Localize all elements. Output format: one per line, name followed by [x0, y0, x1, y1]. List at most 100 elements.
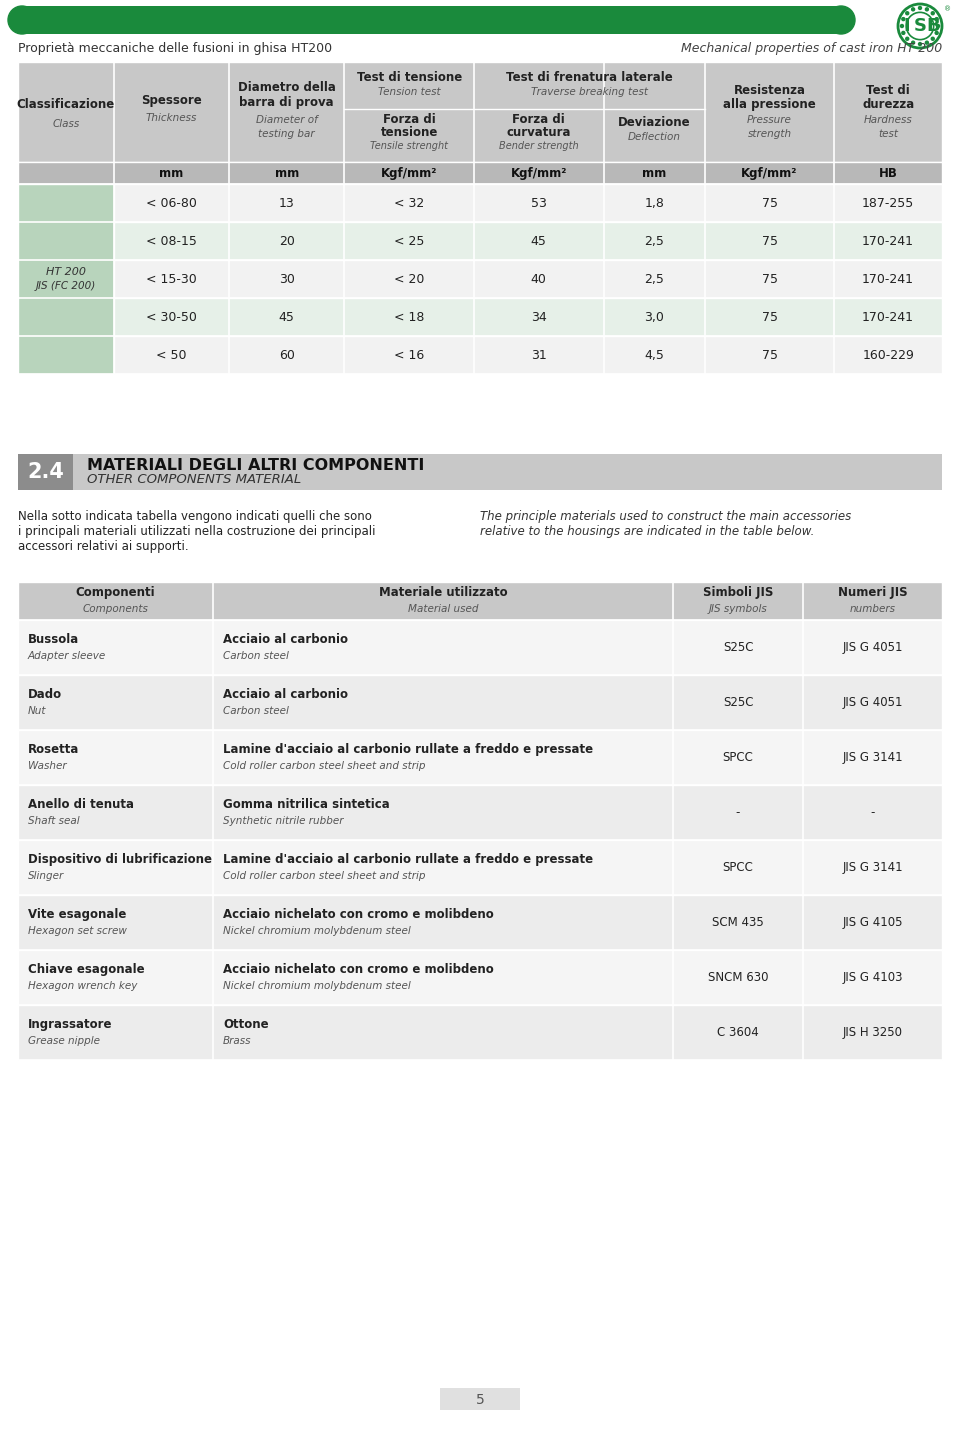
Text: Kgf/mm²: Kgf/mm²: [381, 167, 438, 180]
Bar: [18, 950, 942, 1005]
Text: Washer: Washer: [28, 760, 66, 770]
Text: barra di prova: barra di prova: [239, 96, 334, 109]
Text: 45: 45: [278, 310, 295, 323]
Text: JIS G 4051: JIS G 4051: [842, 642, 902, 654]
Bar: [18, 454, 73, 490]
Bar: [113, 336, 942, 374]
Text: testing bar: testing bar: [258, 129, 315, 139]
Text: mm: mm: [642, 167, 666, 180]
Text: Cold roller carbon steel sheet and strip: Cold roller carbon steel sheet and strip: [223, 760, 425, 770]
Text: 75: 75: [761, 273, 778, 286]
Text: < 20: < 20: [394, 273, 424, 286]
Text: Kgf/mm²: Kgf/mm²: [741, 167, 798, 180]
Text: Resistenza: Resistenza: [733, 83, 805, 97]
Text: 170-241: 170-241: [862, 273, 914, 286]
Text: Componenti: Componenti: [76, 586, 156, 599]
Text: 4,5: 4,5: [644, 349, 664, 362]
Text: Components: Components: [83, 603, 149, 613]
Text: S: S: [914, 17, 926, 34]
Text: Slinger: Slinger: [28, 870, 64, 880]
Circle shape: [901, 17, 905, 20]
Text: Material used: Material used: [408, 603, 478, 613]
Text: Thickness: Thickness: [146, 113, 197, 123]
Text: JIS H 3250: JIS H 3250: [843, 1026, 902, 1039]
Bar: [113, 260, 942, 299]
Bar: [18, 895, 942, 950]
Text: MATERIALI DEGLI ALTRI COMPONENTI: MATERIALI DEGLI ALTRI COMPONENTI: [87, 459, 424, 473]
Bar: [18, 582, 942, 620]
Text: JIS (FC 200): JIS (FC 200): [36, 282, 96, 292]
Text: 75: 75: [761, 234, 778, 247]
Circle shape: [8, 6, 36, 34]
Text: Kgf/mm²: Kgf/mm²: [511, 167, 567, 180]
Bar: [18, 221, 942, 260]
Text: mm: mm: [159, 167, 183, 180]
Text: JIS G 4103: JIS G 4103: [842, 970, 902, 985]
Text: Rosetta: Rosetta: [28, 743, 80, 756]
Circle shape: [919, 43, 922, 46]
Text: Forza di: Forza di: [383, 113, 436, 126]
Bar: [18, 785, 942, 840]
Text: The principle materials used to construct the main accessories
relative to the h: The principle materials used to construc…: [480, 510, 852, 537]
Text: Grease nipple: Grease nipple: [28, 1036, 100, 1046]
Text: 31: 31: [531, 349, 546, 362]
Circle shape: [912, 7, 915, 11]
Text: mm: mm: [275, 167, 299, 180]
Bar: [113, 184, 942, 221]
Text: Cold roller carbon steel sheet and strip: Cold roller carbon steel sheet and strip: [223, 870, 425, 880]
Text: < 32: < 32: [394, 197, 424, 210]
Text: Spessore: Spessore: [141, 93, 202, 107]
Text: Traverse breaking test: Traverse breaking test: [531, 87, 648, 97]
Text: Ingrassatore: Ingrassatore: [28, 1017, 112, 1030]
Text: Deviazione: Deviazione: [618, 116, 690, 129]
Text: 75: 75: [761, 349, 778, 362]
Bar: [18, 730, 942, 785]
Circle shape: [912, 41, 915, 44]
Text: Proprietà meccaniche delle fusioni in ghisa HT200: Proprietà meccaniche delle fusioni in gh…: [18, 41, 332, 54]
Text: 2,5: 2,5: [644, 273, 664, 286]
Text: Classificazione: Classificazione: [16, 97, 115, 110]
Text: Numeri JIS: Numeri JIS: [838, 586, 907, 599]
Text: SCM 435: SCM 435: [712, 916, 764, 929]
Text: Test di tensione: Test di tensione: [356, 70, 462, 83]
Text: Materiale utilizzato: Materiale utilizzato: [378, 586, 507, 599]
Text: OTHER COMPONENTS MATERIAL: OTHER COMPONENTS MATERIAL: [87, 473, 301, 486]
Text: 2.4: 2.4: [27, 462, 64, 482]
Text: C 3604: C 3604: [717, 1026, 758, 1039]
Text: Forza di: Forza di: [513, 113, 565, 126]
Text: < 30-50: < 30-50: [146, 310, 197, 323]
Text: Hexagon set screw: Hexagon set screw: [28, 926, 127, 936]
Text: test: test: [878, 129, 899, 139]
Bar: [18, 61, 942, 161]
Text: 20: 20: [278, 234, 295, 247]
Text: Bender strength: Bender strength: [499, 141, 579, 151]
Text: S25C: S25C: [723, 642, 754, 654]
Text: ®: ®: [944, 6, 951, 11]
Text: -: -: [735, 806, 740, 819]
Text: Bussola: Bussola: [28, 633, 80, 646]
Text: Hardness: Hardness: [864, 114, 913, 124]
Bar: [22, 6, 841, 34]
Text: alla pressione: alla pressione: [723, 97, 816, 110]
Text: JIS G 3141: JIS G 3141: [842, 862, 902, 875]
Circle shape: [905, 37, 909, 40]
Bar: [18, 299, 942, 336]
Text: -: -: [871, 806, 875, 819]
Text: JIS G 4105: JIS G 4105: [842, 916, 902, 929]
Text: numbers: numbers: [850, 603, 896, 613]
Bar: [18, 260, 942, 299]
Text: 45: 45: [531, 234, 546, 247]
Text: 53: 53: [531, 197, 546, 210]
Text: 170-241: 170-241: [862, 310, 914, 323]
Text: 60: 60: [278, 349, 295, 362]
Text: 170-241: 170-241: [862, 234, 914, 247]
Text: 3,0: 3,0: [644, 310, 664, 323]
Text: Nickel chromium molybdenum steel: Nickel chromium molybdenum steel: [223, 926, 411, 936]
Text: JIS symbols: JIS symbols: [708, 603, 767, 613]
Text: Nella sotto indicata tabella vengono indicati quelli che sono
i principali mater: Nella sotto indicata tabella vengono ind…: [18, 510, 375, 553]
Text: Carbon steel: Carbon steel: [223, 706, 289, 716]
Text: Anello di tenuta: Anello di tenuta: [28, 797, 134, 812]
Text: < 15-30: < 15-30: [146, 273, 197, 286]
Text: 75: 75: [761, 310, 778, 323]
Bar: [18, 674, 942, 730]
